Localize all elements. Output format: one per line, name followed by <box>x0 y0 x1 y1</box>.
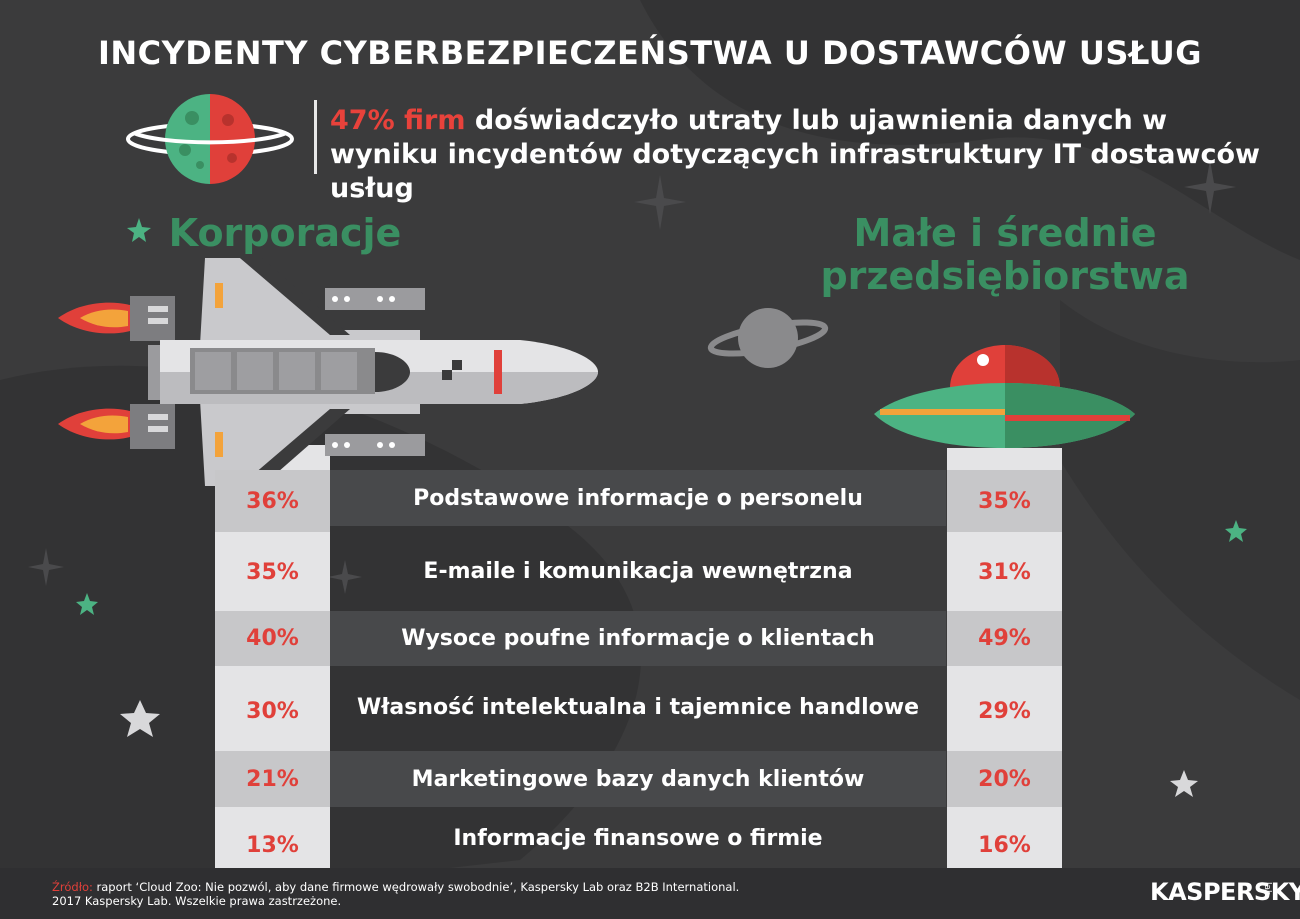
left-value: 21% <box>215 751 330 807</box>
page-title: INCYDENTY CYBERBEZPIECZEŃSTWA U DOSTAWCÓ… <box>97 34 1203 72</box>
left-value: 40% <box>215 611 330 666</box>
star-icon <box>28 160 1236 594</box>
row-label: Marketingowe bazy danych klientów <box>411 766 865 792</box>
right-value: 20% <box>947 751 1062 807</box>
row-label: Własność intelektualna i tajemnice handl… <box>357 695 919 720</box>
headline: 47% firm doświadczyło utraty lub ujawnie… <box>330 104 1280 206</box>
row-label: Wysoce poufne informacje o klientach <box>401 626 875 651</box>
footer-bar <box>0 868 1300 919</box>
source-note: Źródło: raport ‘Cloud Zoo: Nie pozwól, a… <box>52 880 739 908</box>
table-row: E-maile i komunikacja wewnętrzna <box>330 545 946 597</box>
right-value: 16% <box>947 822 1062 868</box>
headline-text: doświadczyło utraty lub ujawnienia danyc… <box>330 105 1260 204</box>
row-label: Podstawowe informacje o personelu <box>413 485 863 511</box>
headline-highlight: 47% firm <box>330 105 466 136</box>
ringed-planet-icon <box>707 308 829 368</box>
table-row: Własność intelektualna i tajemnice handl… <box>330 680 946 735</box>
headline-divider <box>314 100 317 174</box>
right-value: 29% <box>947 680 1062 742</box>
right-value: 49% <box>947 611 1062 666</box>
source-text: raport ‘Cloud Zoo: Nie pozwól, aby dane … <box>92 880 740 894</box>
right-value: 31% <box>947 540 1062 605</box>
kaspersky-logo: KASPERSKY <box>1150 878 1300 906</box>
source-label: Źródło: <box>52 880 93 894</box>
table-row: Marketingowe bazy danych klientów <box>330 751 946 807</box>
copyright: 2017 Kaspersky Lab. Wszelkie prawa zastr… <box>52 894 342 908</box>
ufo-icon <box>874 345 1135 448</box>
kaspersky-logo-sub: lab <box>1262 882 1272 896</box>
row-label: Informacje finansowe o firmie <box>453 825 823 851</box>
right-value: 35% <box>947 470 1062 532</box>
table-row: Podstawowe informacje o personelu <box>330 470 946 526</box>
table-row: Wysoce poufne informacje o klientach <box>330 611 946 666</box>
table-row: Informacje finansowe o firmie <box>330 812 946 864</box>
left-value: 35% <box>215 540 330 605</box>
column-heading-smb: Małe i średnie przedsiębiorstwa <box>820 211 1190 298</box>
left-value: 13% <box>215 822 330 868</box>
left-value: 30% <box>215 680 330 742</box>
space-shuttle-icon <box>58 258 598 486</box>
row-label: E-maile i komunikacja wewnętrzna <box>423 558 853 584</box>
column-heading-corporations: Korporacje <box>168 211 402 255</box>
left-value: 36% <box>215 470 330 532</box>
planet-icon <box>126 94 294 184</box>
